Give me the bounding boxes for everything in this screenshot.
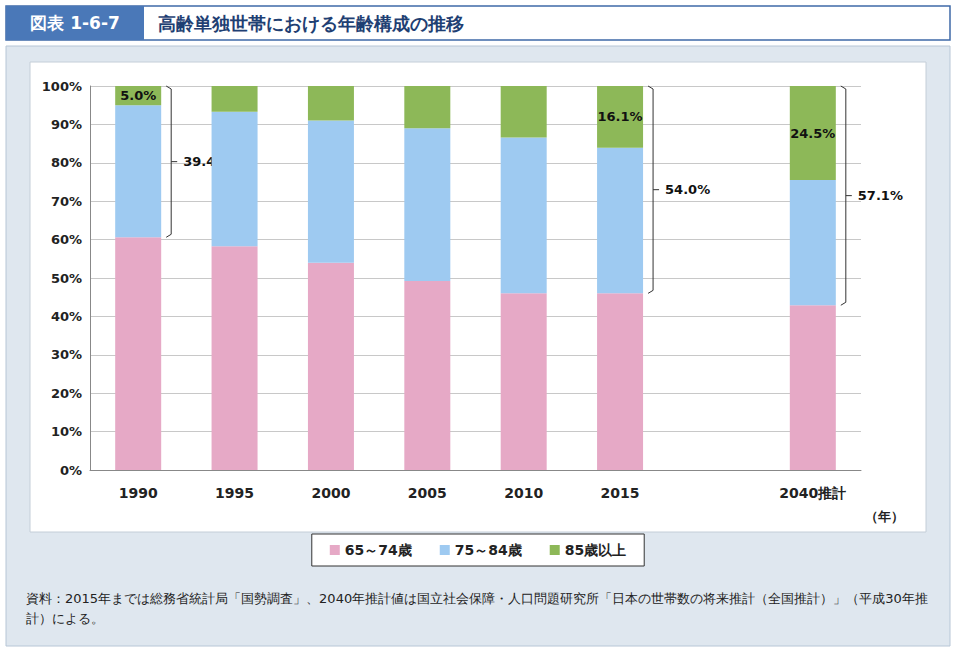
svg-text:50%: 50% <box>51 271 82 286</box>
svg-text:40%: 40% <box>51 309 82 324</box>
svg-text:5.0%: 5.0% <box>120 88 156 103</box>
svg-text:60%: 60% <box>51 232 82 247</box>
svg-text:資料：2015年までは総務省統計局「国勢調査」、2040年推: 資料：2015年までは総務省統計局「国勢調査」、2040年推計値は国立社会保障・… <box>26 591 928 606</box>
svg-text:30%: 30% <box>51 347 82 362</box>
svg-text:85歳以上: 85歳以上 <box>565 542 626 558</box>
svg-text:10%: 10% <box>51 424 82 439</box>
svg-text:70%: 70% <box>51 194 82 209</box>
svg-text:16.1%: 16.1% <box>598 109 643 124</box>
svg-text:0%: 0% <box>60 463 82 478</box>
svg-text:20%: 20% <box>51 386 82 401</box>
svg-text:2010: 2010 <box>504 485 543 501</box>
svg-text:2040推計: 2040推計 <box>779 485 846 501</box>
svg-text:54.0%: 54.0% <box>665 182 710 197</box>
svg-text:24.5%: 24.5% <box>790 126 835 141</box>
svg-text:39.4%: 39.4% <box>183 154 229 170</box>
svg-text:65～74歳: 65～74歳 <box>345 542 412 558</box>
svg-text:75～84歳: 75～84歳 <box>455 542 522 558</box>
svg-text:高齢単独世帯における年齢構成の推移: 高齢単独世帯における年齢構成の推移 <box>158 13 464 34</box>
svg-text:57.1%: 57.1% <box>858 188 903 203</box>
svg-text:2015: 2015 <box>601 485 640 501</box>
svg-text:2005: 2005 <box>408 485 447 501</box>
svg-text:1995: 1995 <box>215 485 254 501</box>
svg-text:80%: 80% <box>51 155 82 170</box>
svg-text:100%: 100% <box>42 79 82 94</box>
svg-text:計）による。: 計）による。 <box>26 611 104 626</box>
svg-text:（年）: （年） <box>865 509 904 524</box>
svg-text:1990: 1990 <box>119 485 158 501</box>
svg-text:2000: 2000 <box>311 485 350 501</box>
svg-text:90%: 90% <box>51 117 82 132</box>
svg-text:図表 1-6-7: 図表 1-6-7 <box>30 13 120 33</box>
